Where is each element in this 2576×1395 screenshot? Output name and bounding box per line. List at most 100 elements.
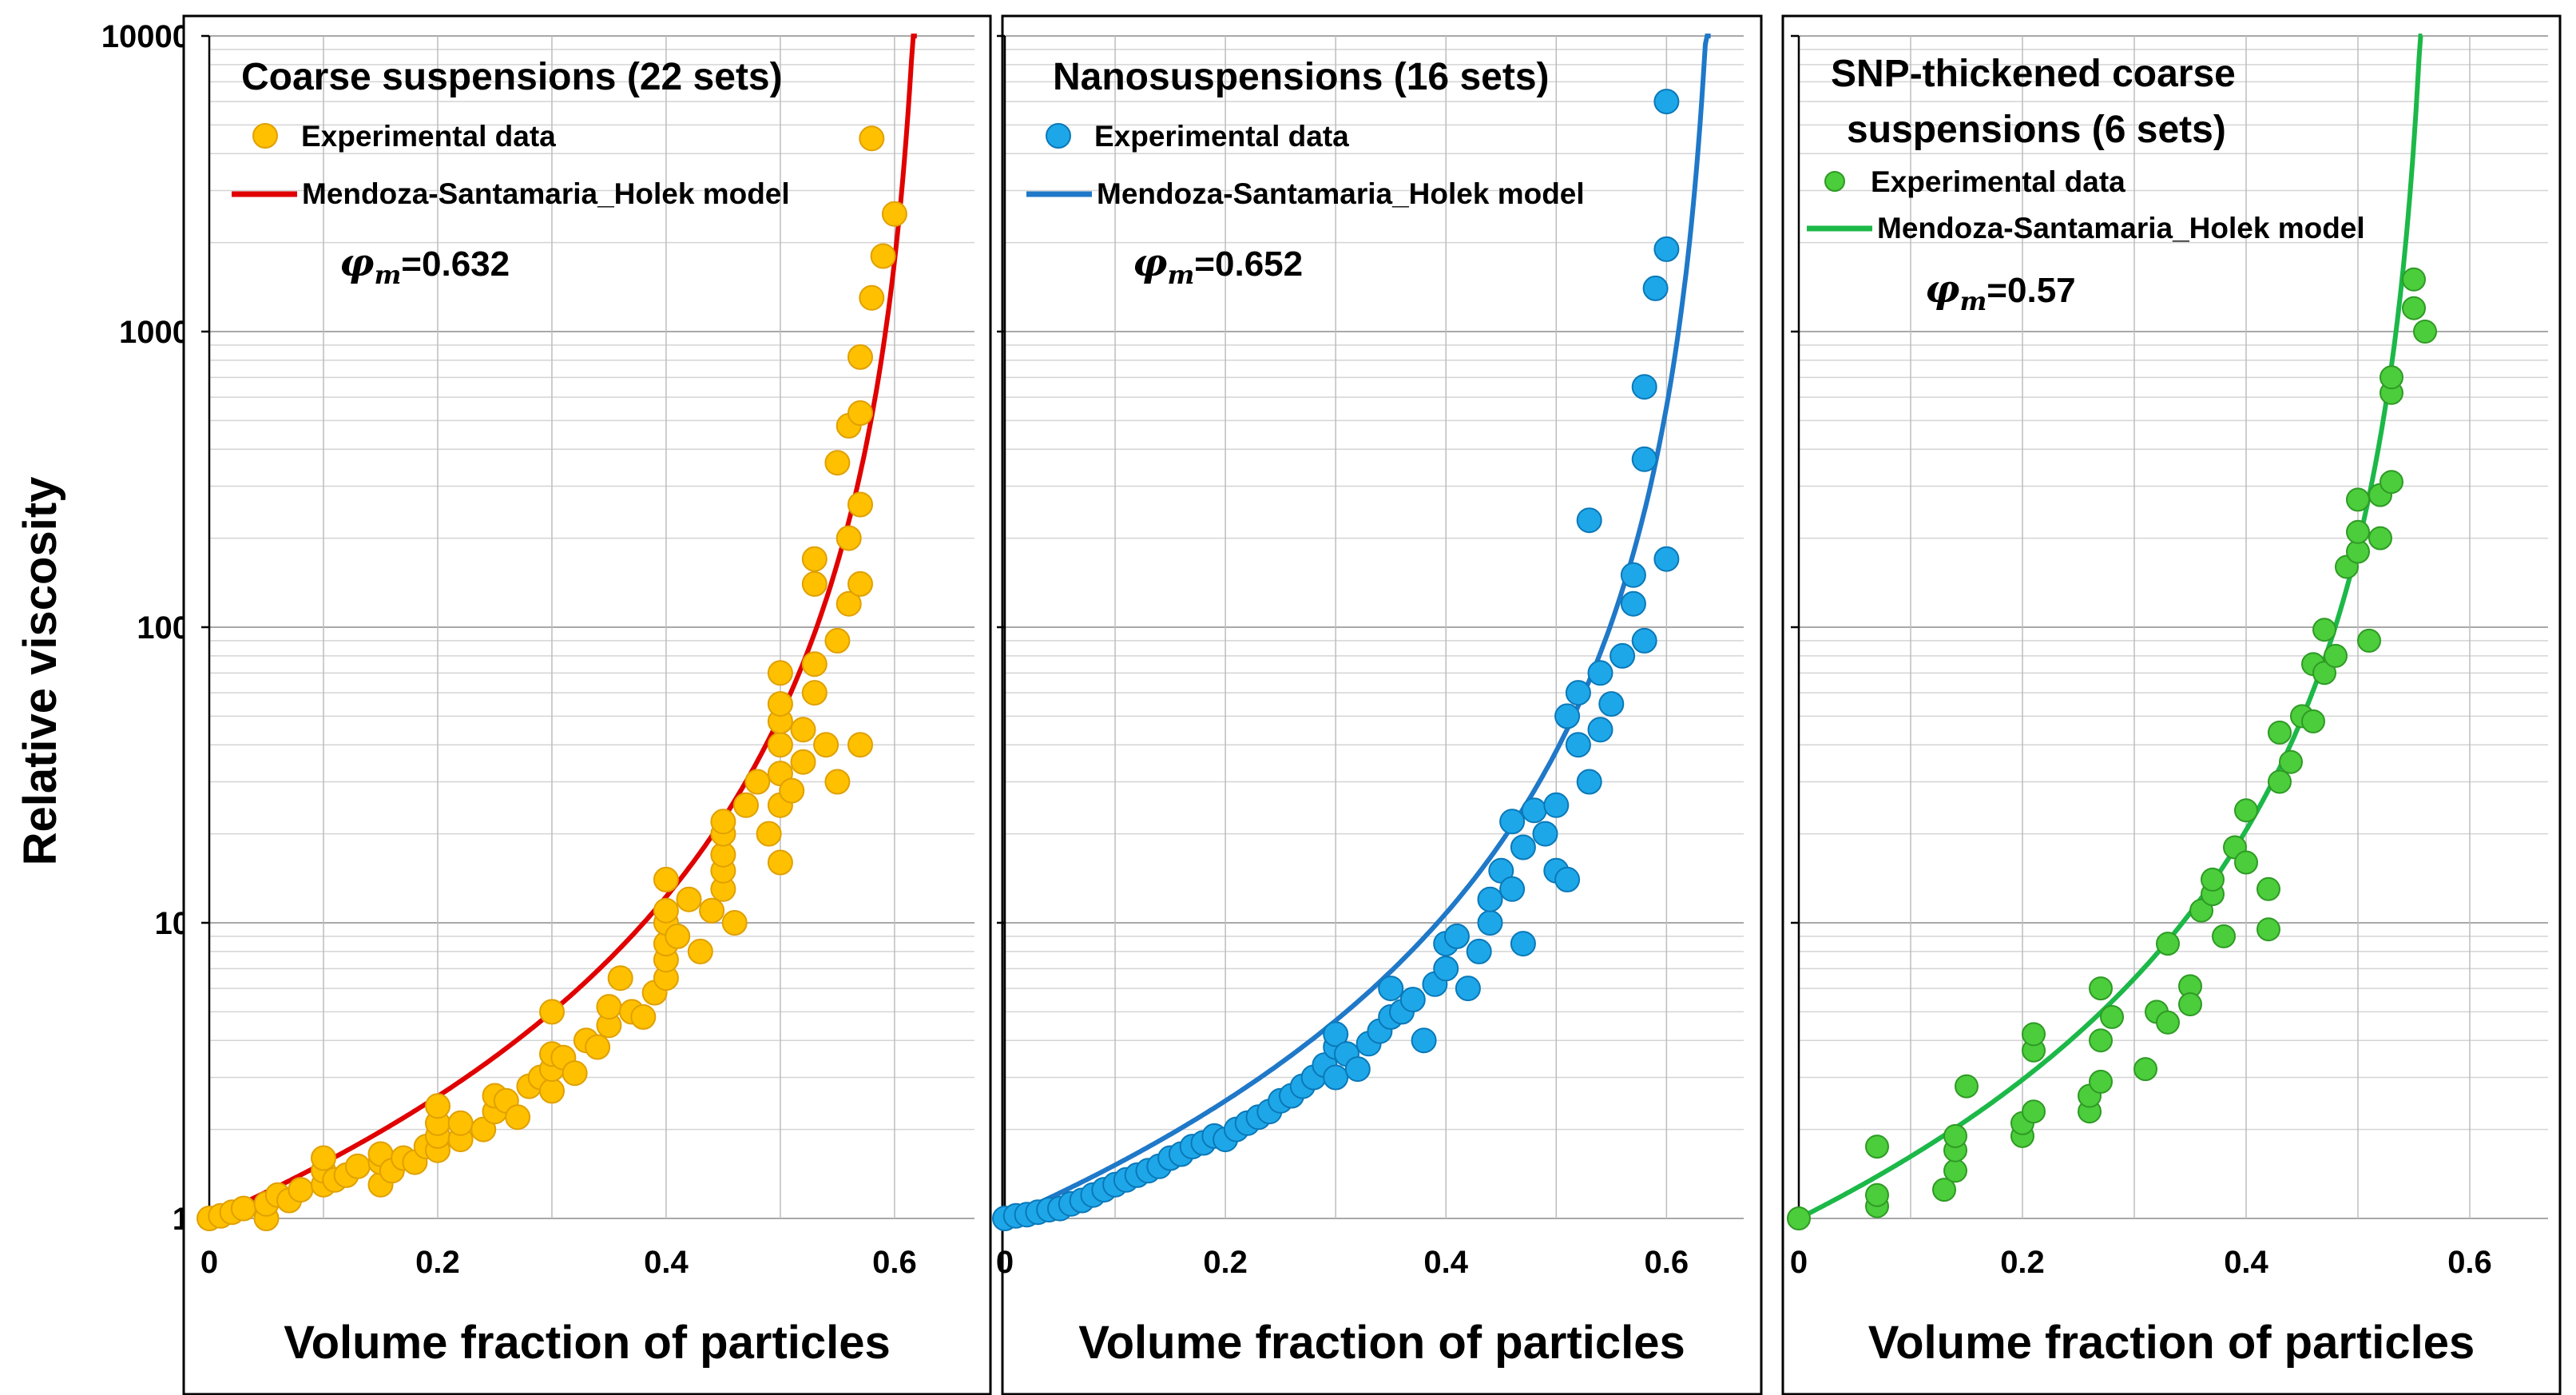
data-point [1576,769,1602,795]
data-point [779,777,805,804]
data-point [824,769,851,795]
data-point [470,1116,497,1143]
data-point [2156,1010,2180,1035]
data-point [1620,590,1646,617]
panel-title: Coarse suspensions (22 sets) [241,56,783,98]
legend-label-line: Mendoza-Santamaria_Holek model [1877,212,2365,244]
data-point [1598,691,1625,717]
phi-m-annotation: φm=0.632 [339,240,510,290]
data-point [596,994,622,1020]
data-point [836,590,862,617]
data-point [1631,374,1657,400]
data-point [1587,717,1613,743]
chart-panel-1: 0 0.2 0.4 0.6 Volume fraction of particles Co… [182,14,992,1395]
data-point [1323,1064,1349,1091]
data-point [2346,487,2370,512]
data-point [1499,876,1526,902]
legend: SNP-thickened coarse suspensions (6 sets)… [1807,53,2365,316]
x-tick-label: 0.2 [1203,1245,1248,1280]
data-point [2368,526,2392,550]
data-point [847,491,873,518]
data-point [1620,562,1646,588]
panel-frame [1001,14,1763,1395]
data-points [992,89,1680,1231]
x-tick-label: 0.4 [1423,1245,1468,1280]
data-point [2022,1099,2046,1124]
data-point [2234,798,2258,823]
data-point [1466,938,1492,964]
data-point [230,1195,256,1222]
data-point [801,680,828,706]
data-point [1631,627,1657,654]
data-point [311,1145,336,1171]
data-points [1787,267,2437,1230]
panel-frame [1781,14,2562,1395]
legend: Nanosuspensions (16 sets) Experimental da… [1026,56,1585,290]
x-tick-label: 0 [996,1245,1014,1280]
data-point [790,749,816,775]
data-point [1378,976,1404,1002]
data-point [847,732,873,758]
x-tick-label: 0 [1790,1245,1808,1280]
legend-label-points: Experimental data [1871,165,2125,198]
data-point [676,886,702,912]
data-point [1943,1159,1967,1183]
data-point [847,570,873,597]
data-point [288,1177,314,1203]
y-tick-label: 100 [137,610,190,646]
data-point [2100,1004,2124,1029]
data-point [836,525,862,551]
data-point [2256,876,2280,901]
data-point [1323,1021,1349,1047]
data-point [2301,709,2325,733]
gridlines [209,35,974,1219]
x-tick-label: 0.2 [2000,1245,2045,1280]
legend-marker-points [252,123,278,149]
data-point [505,1104,531,1131]
data-point [1631,446,1657,472]
data-point [2380,470,2403,495]
x-axis-title: Volume fraction of particles [1868,1317,2475,1369]
panel-title: Nanosuspensions (16 sets) [1053,56,1550,98]
data-point [630,1004,657,1030]
data-point [2022,1022,2046,1047]
gridlines [1799,35,2548,1219]
data-point [2357,628,2381,653]
data-point [767,660,793,686]
legend-label-points: Experimental data [1094,120,1349,153]
data-point [801,546,828,572]
data-point [767,849,793,876]
data-point [653,866,679,892]
data-point [744,769,771,795]
data-point [2312,618,2336,642]
panel-title: SNP-thickened coarse [1831,53,2236,95]
data-point [2089,1028,2113,1053]
data-point [2324,643,2348,668]
data-point [1653,89,1680,115]
y-tick-label: 10000 [101,19,190,54]
legend-label-points: Experimental data [301,120,556,153]
data-point [1955,1074,1979,1099]
legend-marker-points [1824,171,1845,192]
x-tick-label: 0 [200,1245,218,1280]
legend-marker-points [1046,123,1071,149]
y-axis-title: Relative viscosity [14,477,66,866]
x-axis-title: Volume fraction of particles [284,1317,891,1369]
data-point [447,1110,474,1136]
data-point [767,691,793,717]
data-point [607,965,633,992]
data-point [1510,931,1536,957]
data-point [859,284,885,311]
data-point [1554,866,1581,892]
data-point [2089,976,2113,1001]
data-point [1642,275,1669,301]
data-point [1943,1123,1967,1148]
data-point [801,651,828,678]
data-point [1565,732,1591,758]
data-point [1610,642,1636,669]
data-point [1787,1206,1811,1230]
data-point [2189,898,2213,923]
data-point [1521,797,1547,824]
